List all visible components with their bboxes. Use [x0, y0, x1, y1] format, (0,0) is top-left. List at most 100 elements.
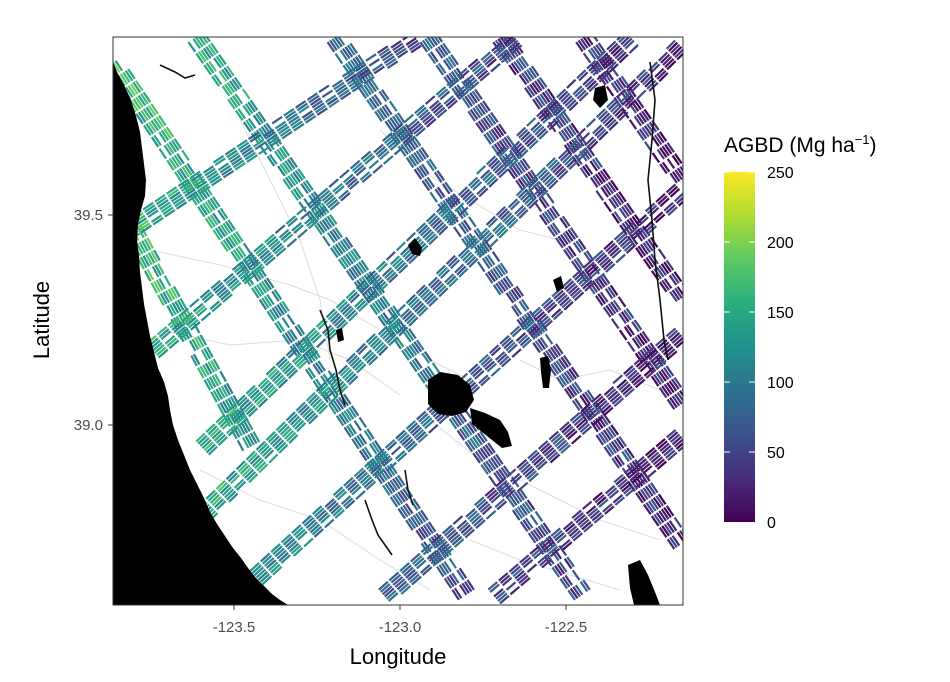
gedi-footprint-segment [652, 355, 663, 365]
gedi-footprint-segment [182, 185, 194, 195]
gedi-footprint-segment [388, 100, 398, 112]
gedi-footprint-segment [516, 506, 526, 518]
gedi-footprint-segment [201, 37, 209, 44]
gedi-footprint-segment [200, 349, 209, 361]
gedi-footprint-segment [505, 468, 517, 478]
gedi-footprint-segment [536, 313, 547, 323]
gedi-footprint-segment [437, 540, 448, 551]
gedi-footprint-segment [637, 245, 647, 257]
gedi-footprint-segment [306, 92, 318, 101]
gedi-footprint-segment [488, 238, 499, 249]
gedi-footprint-segment [562, 354, 572, 367]
gedi-footprint-segment [556, 439, 567, 450]
gedi-footprint-segment [443, 577, 453, 589]
gedi-footprint-segment [501, 337, 512, 347]
gedi-footprint-segment [636, 89, 647, 100]
gedi-footprint-segment [609, 392, 621, 403]
gedi-footprint-segment [159, 293, 168, 305]
gedi-footprint-segment [202, 364, 210, 376]
gedi-footprint-segment [462, 526, 474, 537]
descending-gedi-track [113, 60, 475, 601]
gedi-footprint-segment [595, 190, 605, 202]
gedi-footprint-segment [522, 318, 533, 328]
gedi-footprint-segment [608, 442, 618, 454]
gedi-footprint-segment [614, 107, 625, 117]
gedi-footprint-segment [372, 164, 383, 174]
gedi-footprint-segment [339, 366, 350, 377]
gedi-footprint-segment [662, 345, 674, 356]
gedi-footprint-segment [237, 396, 248, 407]
gedi-footprint-segment [553, 289, 564, 300]
gedi-footprint-segment [401, 564, 412, 575]
gedi-footprint-segment [469, 60, 481, 71]
gedi-footprint-segment [435, 538, 446, 549]
gedi-footprint-segment [509, 325, 521, 336]
gedi-footprint-segment [657, 248, 667, 260]
gedi-footprint-segment [612, 374, 623, 385]
gedi-footprint-segment [550, 550, 560, 562]
gedi-footprint-segment [632, 230, 643, 240]
gedi-footprint-segment [560, 129, 570, 141]
gedi-footprint-segment [204, 201, 214, 213]
gedi-footprint-segment [385, 57, 397, 67]
gedi-footprint-segment [613, 211, 623, 223]
gedi-footprint-segment [153, 118, 162, 130]
gedi-footprint-segment [623, 309, 632, 321]
gedi-footprint-segment [407, 422, 419, 433]
gedi-footprint-segment [667, 329, 679, 340]
gedi-footprint-segment [214, 373, 222, 385]
map-panel[interactable] [105, 31, 689, 605]
gedi-footprint-segment [574, 87, 585, 98]
gedi-footprint-segment [345, 253, 354, 265]
gedi-footprint-segment [227, 426, 238, 437]
gedi-footprint-segment [477, 449, 486, 461]
x-tick-label: -123.5 [213, 619, 256, 636]
gedi-footprint-segment [514, 204, 525, 215]
gedi-footprint-segment [466, 78, 478, 89]
gedi-footprint-segment [411, 555, 423, 565]
gedi-footprint-segment [196, 180, 208, 190]
gedi-footprint-segment [189, 170, 201, 180]
gedi-footprint-segment [192, 302, 204, 313]
gedi-footprint-segment [419, 564, 431, 574]
gedi-footprint-segment [582, 75, 593, 86]
gedi-footprint-segment [517, 481, 529, 492]
gedi-footprint-segment [212, 389, 221, 402]
gedi-footprint-segment [438, 414, 449, 425]
gedi-footprint-segment [353, 467, 365, 478]
gedi-footprint-segment [619, 237, 631, 248]
gedi-footprint-segment [661, 444, 672, 455]
gedi-footprint-segment [658, 341, 670, 352]
gedi-footprint-segment [631, 474, 643, 484]
gedi-footprint-segment [277, 358, 288, 369]
gedi-footprint-segment [665, 183, 677, 194]
gedi-footprint-segment [624, 97, 635, 108]
gedi-footprint-segment [515, 59, 525, 71]
gedi-footprint-segment [552, 104, 563, 115]
gedi-footprint-segment [569, 411, 581, 422]
gedi-footprint-segment [360, 71, 372, 80]
gedi-footprint-segment [429, 51, 439, 63]
gedi-footprint-segment [568, 160, 579, 171]
gedi-footprint-segment [157, 294, 165, 306]
gedi-footprint-segment [415, 127, 426, 137]
gedi-footprint-segment [516, 206, 527, 217]
gedi-footprint-segment [459, 428, 468, 440]
gedi-footprint-segment [580, 38, 589, 49]
gedi-footprint-segment [508, 64, 517, 76]
gedi-footprint-segment [640, 488, 649, 501]
gedi-footprint-segment [542, 299, 554, 310]
gedi-footprint-segment [331, 38, 341, 50]
gedi-footprint-segment [252, 263, 264, 274]
gedi-footprint-segment [560, 444, 571, 454]
gedi-footprint-segment [286, 238, 298, 248]
gedi-footprint-segment [236, 480, 247, 491]
gedi-footprint-segment [620, 92, 631, 103]
gedi-footprint-segment [554, 106, 565, 117]
gedi-footprint-segment [616, 51, 627, 62]
gedi-footprint-segment [681, 528, 683, 532]
gedi-footprint-segment [602, 406, 614, 417]
gedi-footprint-segment [284, 176, 294, 188]
gedi-footprint-segment [338, 89, 350, 98]
gedi-footprint-segment [343, 410, 352, 422]
